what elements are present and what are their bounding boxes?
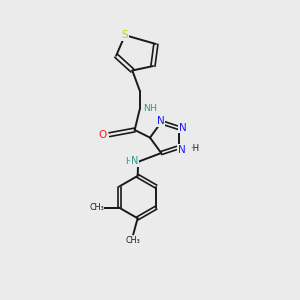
Text: N: N	[157, 116, 164, 126]
Text: N: N	[179, 122, 187, 133]
Text: CH₃: CH₃	[126, 236, 141, 245]
Text: NH: NH	[144, 104, 158, 113]
Text: H: H	[125, 157, 132, 166]
Text: CH₃: CH₃	[89, 203, 104, 212]
Text: N: N	[178, 145, 185, 154]
Text: O: O	[98, 130, 106, 140]
Text: ·H: ·H	[190, 144, 199, 153]
Text: S: S	[122, 30, 128, 40]
Text: N: N	[131, 156, 138, 166]
